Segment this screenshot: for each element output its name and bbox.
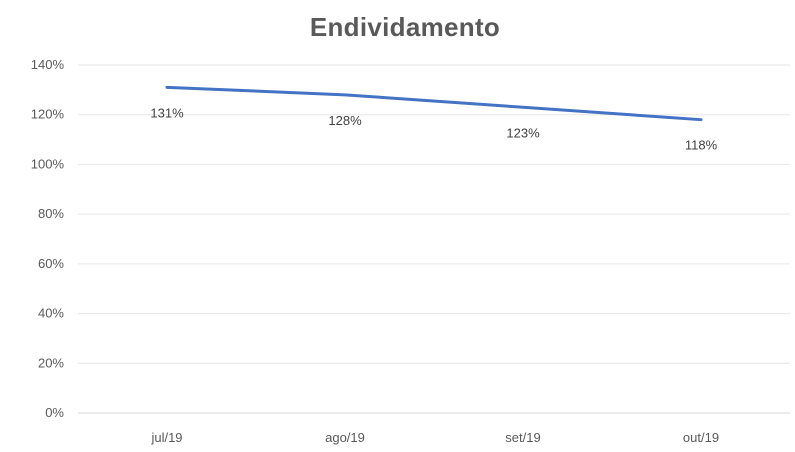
y-tick-label: 40% xyxy=(38,306,64,321)
data-label: 118% xyxy=(685,138,718,153)
axes: 0% 20% 40% 60% 80% 100% 120% 140% jul/19 ago/19 se… xyxy=(31,57,719,445)
y-tick-label: 0% xyxy=(45,405,64,420)
labels-layer: 131% 128% 123% 118% xyxy=(150,105,717,152)
y-tick-label: 120% xyxy=(31,107,65,122)
data-label: 128% xyxy=(328,113,362,128)
y-tick-label: 80% xyxy=(38,206,64,221)
series-line xyxy=(165,85,703,122)
y-tick-label: 60% xyxy=(38,256,64,271)
y-tick-label: 20% xyxy=(38,355,64,370)
x-tick-label: ago/19 xyxy=(325,430,365,445)
y-tick-label: 100% xyxy=(31,156,65,171)
data-label: 131% xyxy=(150,105,184,120)
chart-title: Endividamento xyxy=(309,12,501,42)
x-tick-label: set/19 xyxy=(505,430,540,445)
x-tick-label: jul/19 xyxy=(150,430,182,445)
gridlines xyxy=(78,64,790,414)
x-tick-label: out/19 xyxy=(683,430,719,445)
y-tick-label: 140% xyxy=(31,57,65,72)
data-label: 123% xyxy=(506,125,540,140)
series-layer xyxy=(165,85,703,122)
